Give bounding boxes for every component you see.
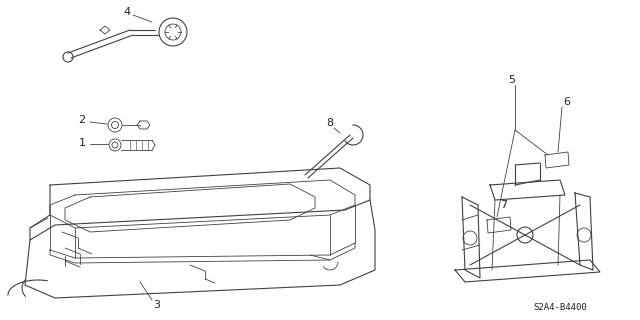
Text: 3: 3 [154,300,161,310]
Text: 1: 1 [79,138,86,148]
Text: 8: 8 [326,118,333,128]
Text: S2A4-B4400: S2A4-B4400 [533,303,587,313]
Text: 2: 2 [79,115,86,125]
Text: 7: 7 [500,200,508,210]
Text: 4: 4 [124,7,131,17]
Text: 6: 6 [563,97,570,107]
Text: 5: 5 [509,75,515,85]
